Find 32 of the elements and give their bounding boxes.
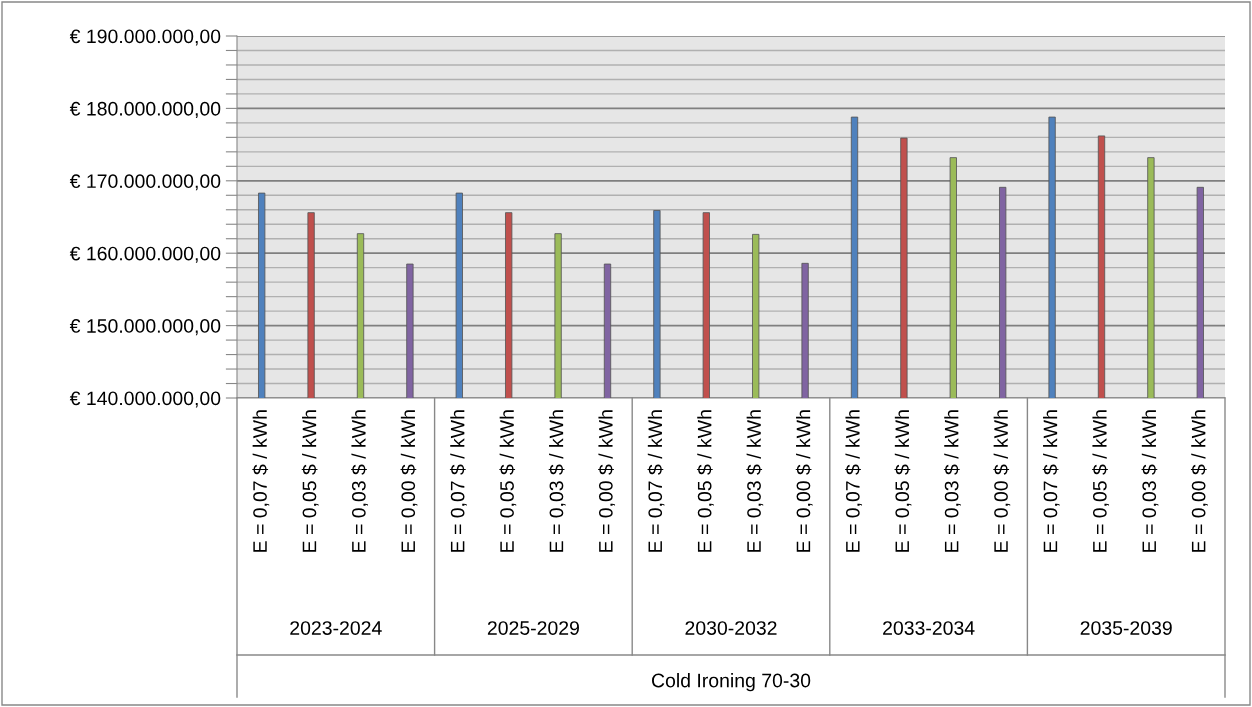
x-tick-label: E = 0,05 $ / kWh: [696, 410, 714, 552]
text: 2030-2032: [685, 621, 777, 635]
x-tick-label: E = 0,03 $ / kWh: [1141, 410, 1159, 552]
y-tick-label: € 170.000.000,00: [69, 174, 221, 191]
y-tick-label: € 140.000.000,00: [69, 391, 221, 408]
text: Cold Ironing 70-30: [652, 673, 811, 692]
x-tick-label: E = 0,07 $ / kWh: [449, 410, 467, 552]
x-tick-label: E = 0,00 $ / kWh: [598, 410, 616, 552]
x-tick-label: E = 0,00 $ / kWh: [795, 410, 813, 552]
x-tick-label: E = 0,07 $ / kWh: [252, 410, 270, 552]
y-tick-label: € 190.000.000,00: [69, 29, 221, 46]
x-tick-label: E = 0,03 $ / kWh: [943, 410, 961, 552]
x-tick-label: E = 0,07 $ / kWh: [647, 410, 665, 552]
x-tick-label: E = 0,00 $ / kWh: [993, 410, 1011, 552]
y-tick-label: € 160.000.000,00: [69, 246, 221, 263]
text: 2023-2024: [290, 621, 382, 635]
x-tick-label: E = 0,07 $ / kWh: [1042, 410, 1060, 552]
text: 2025-2029: [487, 621, 579, 635]
x-tick-label: E = 0,05 $ / kWh: [301, 410, 319, 552]
text: 2033-2034: [883, 621, 975, 635]
x-tick-label: E = 0,05 $ / kWh: [499, 410, 517, 552]
x-tick-label: E = 0,00 $ / kWh: [400, 410, 418, 552]
x-tick-label: E = 0,05 $ / kWh: [894, 410, 912, 552]
x-tick-label: E = 0,07 $ / kWh: [845, 410, 863, 552]
text: 2035-2039: [1080, 621, 1172, 635]
y-tick-label: € 150.000.000,00: [69, 319, 221, 336]
x-tick-label: E = 0,03 $ / kWh: [746, 410, 764, 552]
x-tick-label: E = 0,00 $ / kWh: [1190, 410, 1208, 552]
y-tick-label: € 180.000.000,00: [69, 101, 221, 118]
x-tick-label: E = 0,03 $ / kWh: [351, 410, 369, 552]
x-tick-label: E = 0,03 $ / kWh: [548, 410, 566, 552]
x-tick-label: E = 0,05 $ / kWh: [1092, 410, 1110, 552]
